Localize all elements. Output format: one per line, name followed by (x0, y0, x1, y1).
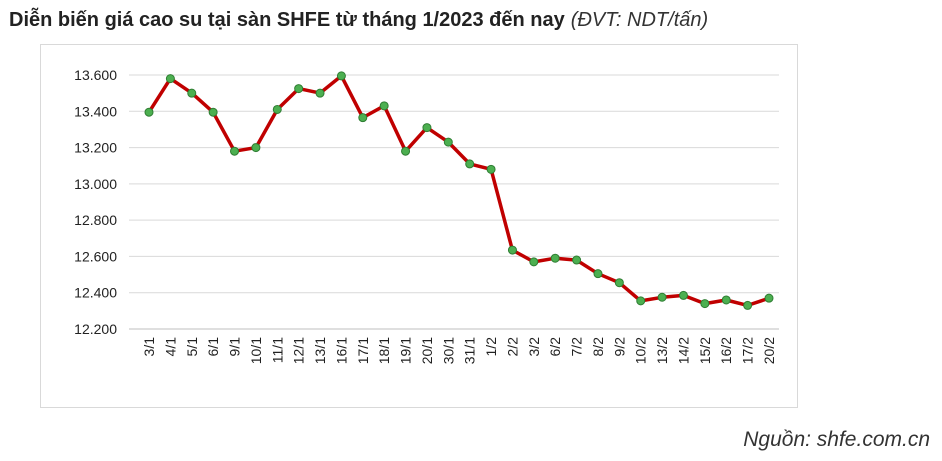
chart-title-unit: (ĐVT: NDT/tấn) (570, 9, 709, 31)
data-point (230, 146, 240, 156)
x-tick-label: 17/1 (355, 337, 371, 364)
x-tick-label: 20/2 (761, 337, 777, 364)
x-tick-label: 10/2 (633, 337, 649, 364)
data-point (678, 290, 688, 300)
data-point (336, 71, 346, 81)
data-point (165, 74, 175, 84)
x-tick-label: 16/2 (718, 337, 734, 364)
x-tick-label: 9/2 (611, 337, 627, 357)
data-point (465, 159, 475, 169)
data-point (251, 143, 261, 153)
data-point (272, 104, 282, 114)
source-note: Nguồn: shfe.com.cn (743, 428, 930, 451)
x-tick-label: 4/1 (162, 337, 178, 357)
x-tick-label: 12/1 (291, 337, 307, 364)
x-tick-label: 10/1 (248, 337, 264, 364)
data-point (721, 295, 731, 305)
data-point (529, 257, 539, 267)
x-tick-label: 18/1 (376, 337, 392, 364)
x-tick-label: 6/1 (205, 337, 221, 357)
data-point (208, 107, 218, 117)
x-tick-label: 11/1 (269, 337, 285, 363)
data-point (764, 293, 774, 303)
data-point (550, 253, 560, 263)
x-tick-label: 1/2 (483, 337, 499, 357)
x-tick-label: 9/1 (227, 337, 243, 357)
data-point (379, 101, 389, 111)
gridlines (129, 74, 779, 330)
chart-container: 12.200 12.400 12.600 12.800 13.000 13.200 13.4… (40, 44, 798, 408)
x-tick-label: 13/1 (312, 337, 328, 364)
data-point (401, 146, 411, 156)
x-tick-label: 7/2 (569, 337, 585, 357)
x-tick-label: 30/1 (440, 337, 456, 364)
y-tick-label: 13.400 (74, 103, 117, 119)
y-tick-label: 12.600 (74, 248, 117, 264)
y-tick-label: 12.200 (74, 321, 117, 337)
chart-title: Diễn biến giá cao su tại sàn SHFE từ thá… (9, 6, 708, 34)
x-tick-label: 6/2 (547, 337, 563, 357)
data-point (572, 255, 582, 265)
x-tick-label: 20/1 (419, 337, 435, 364)
x-tick-label: 8/2 (590, 337, 606, 357)
y-tick-label: 13.600 (74, 67, 117, 83)
series-markers (144, 71, 774, 310)
data-point (315, 88, 325, 98)
data-point (486, 164, 496, 174)
x-tick-label: 19/1 (398, 337, 414, 364)
data-point (144, 107, 154, 117)
y-axis-tick-labels: 12.200 12.400 12.600 12.800 13.000 13.200 13.4… (74, 67, 117, 337)
data-point (358, 113, 368, 123)
data-point (636, 296, 646, 306)
data-point (507, 245, 517, 255)
x-tick-label: 15/2 (697, 337, 713, 364)
data-point (443, 137, 453, 147)
series-line-group (147, 74, 771, 308)
x-tick-label: 3/2 (526, 337, 542, 357)
y-tick-label: 12.400 (74, 285, 117, 301)
x-tick-label: 3/1 (141, 337, 157, 357)
x-axis-tick-labels: 3/1 4/1 5/1 6/1 9/1 10/1 11/1 12/1 13/1 16/1 17/1 1… (141, 337, 777, 364)
x-tick-label: 13/2 (654, 337, 670, 364)
y-tick-label: 13.000 (74, 176, 117, 192)
chart-title-main: Diễn biến giá cao su tại sàn SHFE từ thá… (9, 9, 565, 31)
data-point (657, 292, 667, 302)
x-tick-label: 17/2 (740, 337, 756, 364)
x-tick-label: 16/1 (333, 337, 349, 364)
y-tick-label: 13.200 (74, 140, 117, 156)
data-point (743, 300, 753, 310)
data-point (700, 299, 710, 309)
data-point (294, 84, 304, 94)
data-point (593, 269, 603, 279)
data-point (187, 88, 197, 98)
x-tick-label: 5/1 (184, 337, 200, 357)
y-tick-label: 12.800 (74, 212, 117, 228)
series-line (147, 74, 771, 308)
data-point (614, 278, 624, 288)
data-point (422, 123, 432, 133)
x-tick-label: 14/2 (675, 337, 691, 364)
x-tick-label: 2/2 (504, 337, 520, 357)
line-chart: 12.200 12.400 12.600 12.800 13.000 13.200 13.4… (74, 67, 779, 364)
x-tick-label: 31/1 (462, 337, 478, 364)
